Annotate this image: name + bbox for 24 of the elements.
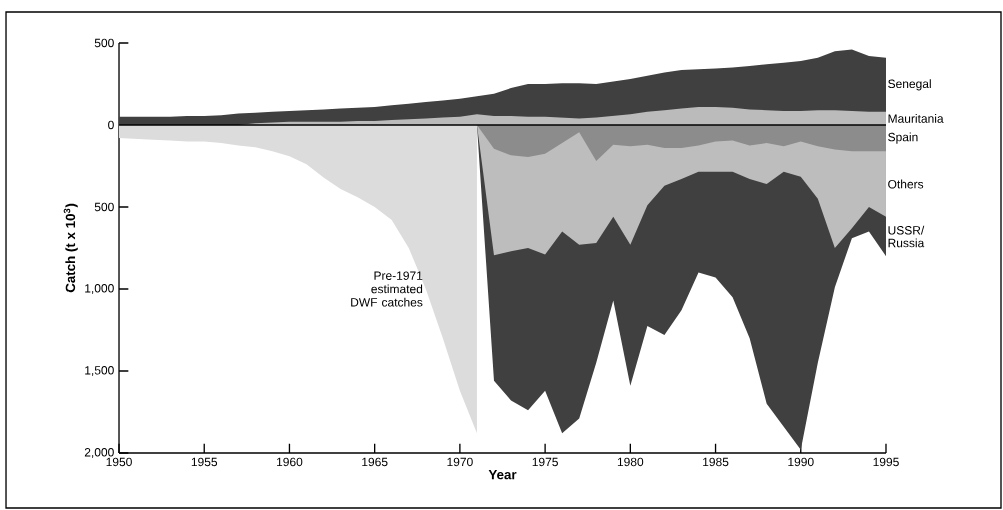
x-tick-label: 1985: [703, 457, 729, 467]
x-tick-label: 1960: [277, 457, 303, 467]
y-tick-label: 2,000: [84, 448, 114, 458]
x-tick-label: 1965: [362, 457, 388, 467]
series-label: Others: [888, 179, 924, 189]
x-tick-label: 1990: [788, 457, 814, 467]
y-tick-label: 500: [94, 38, 114, 48]
series-label: Mauritania: [888, 114, 944, 123]
x-axis-title: Year: [488, 470, 517, 480]
series-label: Spain: [888, 132, 918, 144]
x-tick-label: 1955: [191, 457, 218, 467]
y-tick-label: 0: [108, 120, 114, 130]
y-tick-label: 1,500: [85, 366, 114, 376]
x-tick-label: 1995: [873, 457, 899, 467]
y-tick-label: 500: [94, 202, 114, 212]
series-label: USSR/ Russia: [888, 225, 925, 248]
y-tick-label: 1,000: [85, 284, 114, 294]
x-tick-label: 1975: [532, 457, 558, 467]
x-tick-label: 1950: [106, 457, 132, 467]
x-tick-label: 1980: [617, 457, 644, 467]
x-tick-label: 1970: [447, 457, 473, 467]
series-label: Senegal: [888, 79, 931, 91]
series-label: Pre-1971 estimated DWF catches: [351, 271, 423, 307]
y-axis-title: Catch (t x 10$^{3}$): [63, 203, 78, 293]
